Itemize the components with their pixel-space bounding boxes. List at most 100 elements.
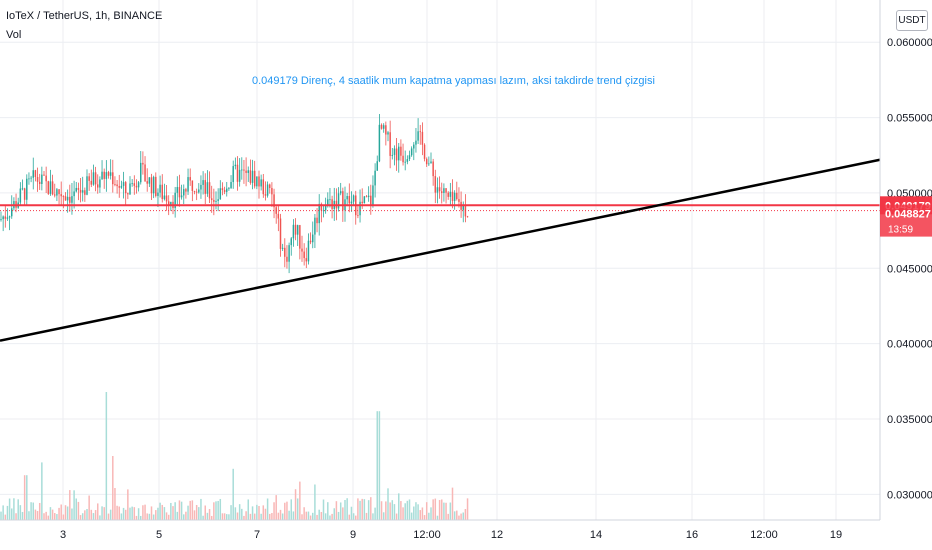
price-tick-label: 0.045000 — [887, 263, 932, 275]
time-tick-label: 7 — [254, 529, 260, 541]
candle-body — [307, 240, 310, 262]
volume-bar — [352, 513, 355, 520]
volume-bar — [421, 507, 424, 520]
candle-body — [438, 187, 441, 192]
volume-bar — [359, 500, 361, 520]
volume-bar — [202, 515, 204, 520]
volume-bar — [8, 498, 11, 520]
candle-body — [318, 203, 320, 224]
volume-bar — [355, 515, 357, 520]
candle-body — [277, 213, 280, 219]
volume-bar — [296, 498, 299, 520]
candle-body — [183, 189, 185, 196]
candle-body — [271, 187, 273, 195]
candle-body — [146, 181, 148, 184]
candle-body — [342, 191, 344, 211]
volume-bar — [187, 505, 189, 520]
volume-bar — [206, 512, 209, 520]
candle-body — [260, 179, 262, 187]
volume-bar — [103, 507, 105, 520]
symbol-title[interactable]: IoTeX / TetherUS, 1h, BINANCE — [6, 10, 163, 22]
volume-bar — [449, 502, 452, 520]
volume-bar — [464, 509, 467, 520]
candle-body — [376, 161, 378, 171]
candle-body — [451, 191, 454, 201]
candle-body — [232, 166, 234, 183]
volume-bar — [243, 515, 245, 520]
volume-bar — [380, 501, 383, 520]
volume-indicator-label[interactable]: Vol — [6, 29, 22, 41]
candle-body — [79, 189, 82, 193]
volume-bar — [348, 514, 351, 520]
candle-body — [114, 184, 116, 185]
candle-body — [382, 125, 385, 129]
candle-body — [208, 182, 211, 199]
candle-body — [441, 191, 443, 193]
candle-body — [137, 182, 140, 188]
volume-bar — [159, 502, 161, 520]
volume-bar — [133, 507, 136, 520]
candle-body — [178, 187, 181, 198]
candle-body — [288, 245, 290, 262]
volume-bar — [79, 515, 82, 520]
chart-annotation[interactable]: 0.049179 Direnç, 4 saatlik mum kapatma y… — [252, 75, 655, 87]
drawn-lines — [0, 158, 881, 342]
currency-button[interactable]: USDT — [896, 10, 928, 31]
candle-body — [286, 256, 288, 262]
volume-bar — [245, 511, 247, 520]
candle-body — [62, 196, 65, 198]
candle-body — [423, 144, 426, 159]
volume-bar — [430, 507, 432, 520]
time-scale[interactable]: 3 5 7 9 12:00 12 14 16 12:00 19 — [60, 529, 842, 541]
candle-body — [170, 201, 172, 205]
volume-bar — [148, 513, 151, 520]
price-tick-label: 0.035000 — [887, 414, 932, 426]
price-tick-label: 0.030000 — [887, 489, 932, 501]
candle-body — [374, 170, 376, 186]
volume-bar — [226, 514, 228, 520]
volume-bar — [88, 495, 90, 520]
volume-bar — [294, 489, 297, 520]
volume-bar — [116, 505, 118, 520]
candle-body — [367, 195, 370, 198]
price-scale[interactable]: 0.0600000.0550000.0500000.0450000.040000… — [887, 37, 932, 501]
volume-bar — [331, 513, 333, 520]
candle-body — [425, 158, 428, 165]
volume-bar — [256, 504, 258, 520]
volume-bar — [410, 512, 413, 520]
volume-bar — [105, 392, 108, 520]
candle-body — [56, 189, 58, 196]
volume-bar — [333, 508, 335, 520]
volume-bar — [131, 506, 133, 520]
volume-bar — [21, 511, 24, 520]
volume-bar — [314, 484, 316, 520]
volume-bar — [417, 504, 419, 520]
volume-bar — [251, 506, 254, 520]
volume-bar — [337, 511, 340, 520]
trend-line[interactable] — [0, 158, 881, 342]
candle-body — [51, 181, 54, 195]
volume-bar — [376, 411, 378, 520]
volume-bar — [434, 498, 437, 520]
time-tick-label: 14 — [590, 529, 602, 541]
volume-bar — [292, 511, 295, 520]
volume-bar — [335, 501, 338, 520]
candle-body — [215, 200, 217, 202]
candle-body — [195, 191, 198, 193]
volume-bar — [309, 515, 312, 520]
volume-bar — [436, 515, 439, 520]
volume-bar — [253, 513, 256, 520]
volume-bar — [277, 512, 280, 520]
candle-body — [357, 215, 359, 216]
volume-bar — [129, 507, 131, 520]
candle-body — [331, 199, 333, 209]
volume-bar — [374, 507, 376, 520]
candle-body — [122, 182, 125, 186]
candle-body — [84, 190, 86, 195]
candle-body — [58, 189, 60, 195]
volume-bar — [301, 514, 303, 520]
candle-body — [202, 180, 204, 185]
candle-body — [432, 161, 434, 177]
volume-bar — [189, 500, 191, 520]
